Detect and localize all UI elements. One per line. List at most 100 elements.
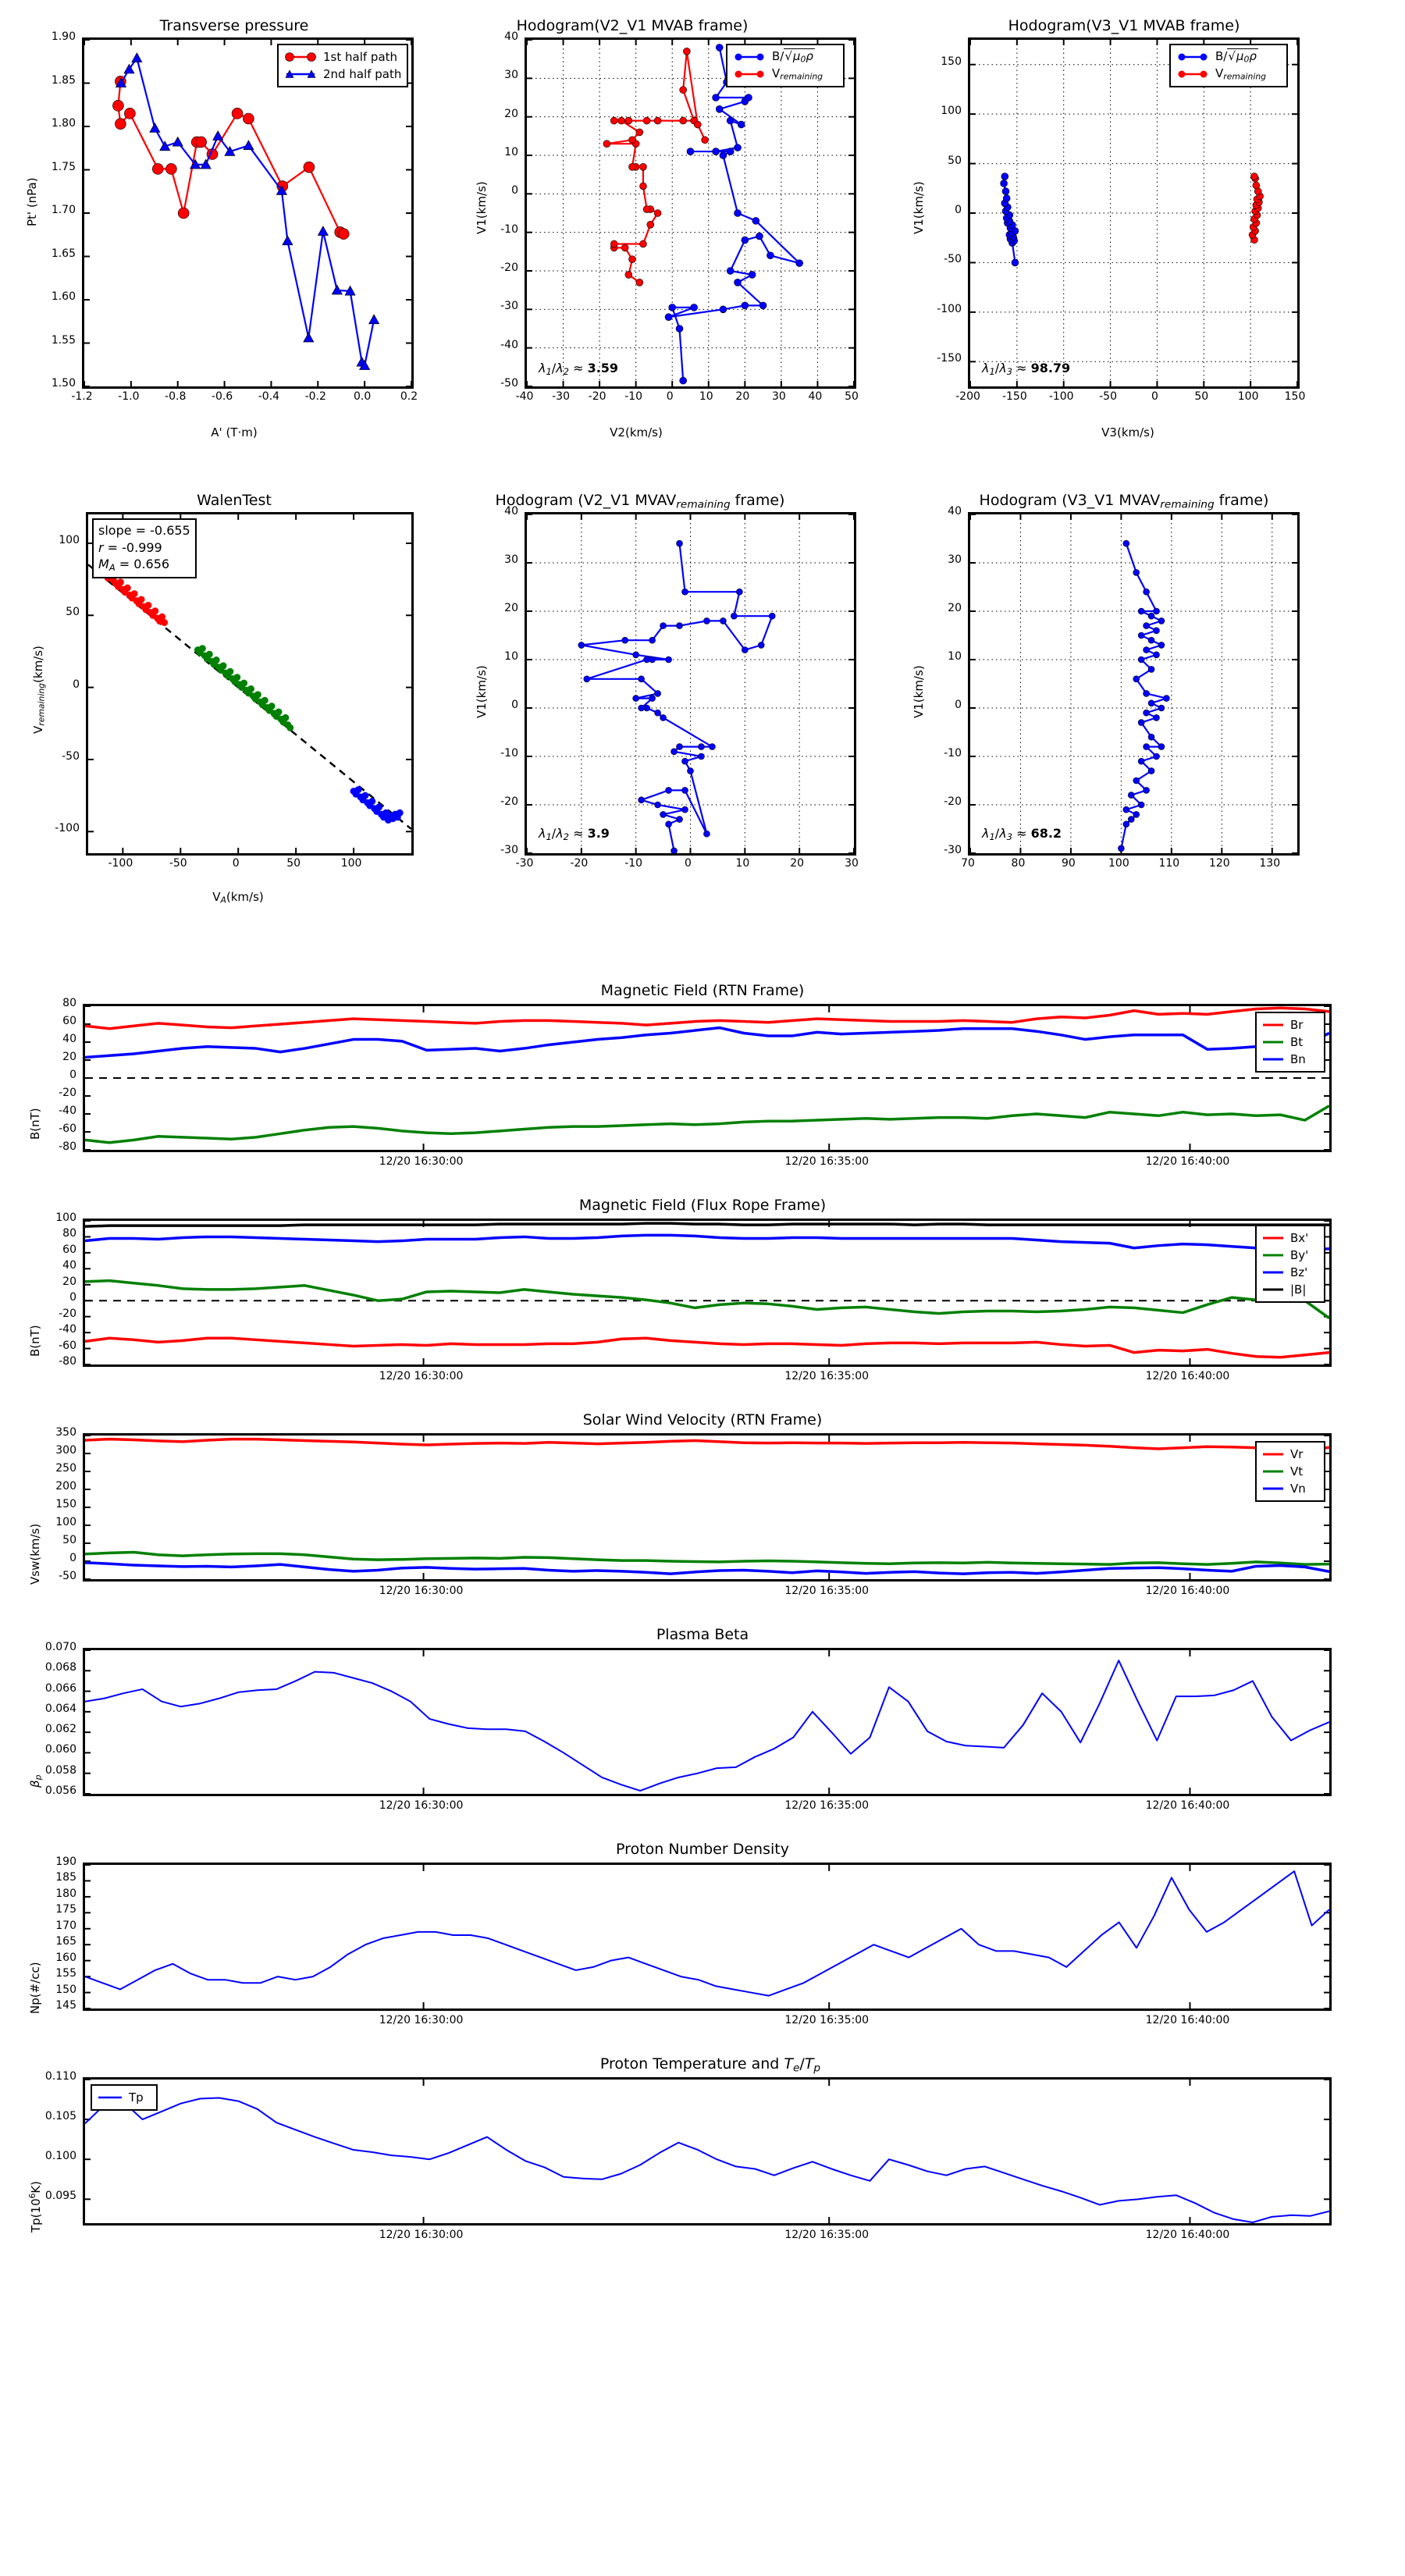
legend-label: Tp <box>129 2090 144 2105</box>
x-tick-label: 30 <box>845 857 859 870</box>
y-tick-label: -30 <box>944 844 962 856</box>
x-tick-label: 150 <box>1284 390 1306 403</box>
x-tick-label: -0.6 <box>211 390 233 403</box>
x-tick-label: -100 <box>1048 390 1074 403</box>
y-tick-label: 0.062 <box>44 1723 76 1736</box>
x-tick-label: 90 <box>1062 857 1076 870</box>
y-tick-label: 0 <box>73 678 80 691</box>
legend-label: Vt <box>1290 1464 1304 1478</box>
legend-swatch-by <box>1261 1250 1285 1261</box>
plot-area-magnetic-field-rtn <box>83 1004 1332 1152</box>
y-tick-label: 40 <box>62 1259 76 1272</box>
legend-row: Vremaining <box>1176 66 1282 83</box>
y-tick-label: 1.80 <box>51 117 76 130</box>
x-tick-label: 70 <box>961 857 975 870</box>
y-tick-label: 0 <box>511 184 518 197</box>
legend-swatch-bx <box>1261 1233 1285 1244</box>
eigenvalue-ratio-annotation: λ1/λ2 ≈ 3.9 <box>539 826 610 842</box>
legend-row: Bz' <box>1261 1264 1319 1281</box>
x-tick-label: 100 <box>340 857 362 870</box>
legend-label: Bz' <box>1290 1265 1308 1279</box>
y-tick-label: -50 <box>62 749 80 763</box>
legend-transverse-pressure: 1st half path 2nd half path <box>277 44 408 87</box>
panel-title: Hodogram (V3_V1 MVAVremaining frame) <box>979 492 1269 511</box>
plot-area-proton-number-density <box>83 1863 1332 2011</box>
legend-swatch-vr <box>1261 1449 1285 1460</box>
y-tick-label: 0.100 <box>44 2150 76 2163</box>
x-tick-label: 0 <box>666 390 674 403</box>
panel-title: Solar Wind Velocity (RTN Frame) <box>582 1411 823 1429</box>
y-tick-label: 1.65 <box>51 247 76 260</box>
x-tick-label: 10 <box>699 390 713 403</box>
x-tick-label: 50 <box>1194 390 1209 403</box>
y-tick-label: 0.056 <box>44 1784 76 1797</box>
y-tick-label: 1.50 <box>51 377 76 390</box>
y-tick-label: -20 <box>59 1307 76 1320</box>
x-tick-label: 12/20 16:35:00 <box>784 1585 870 1597</box>
plot-area-transverse-pressure <box>82 37 414 389</box>
y-tick-label: -80 <box>59 1355 76 1368</box>
x-tick-label: 100 <box>1237 390 1259 403</box>
x-tick-label: 12/20 16:35:00 <box>784 2229 870 2241</box>
walen-correlation: r = -0.999 <box>98 539 162 555</box>
legend-label-b-alfven: B/√μ0ρ <box>772 48 815 65</box>
y-tick-label: -20 <box>500 262 518 274</box>
y-tick-label: 30 <box>948 553 962 566</box>
legend-label: By' <box>1290 1248 1309 1262</box>
x-tick-label: 0 <box>685 857 692 870</box>
x-tick-label: 10 <box>735 857 750 870</box>
y-tick-label: 20 <box>62 1275 76 1288</box>
eigenvalue-ratio-annotation: λ1/λ3 ≈ 98.79 <box>982 361 1071 377</box>
eigenvalue-ratio-annotation: λ1/λ3 ≈ 68.2 <box>982 826 1062 842</box>
y-tick-label: 1.55 <box>51 333 76 347</box>
x-tick-label: 12/20 16:30:00 <box>379 1370 464 1382</box>
plot-area-hodogram-v2v1-mvab <box>525 37 856 389</box>
y-tick-label: 165 <box>55 1935 76 1948</box>
panel-title: WalenTest <box>197 492 272 509</box>
y-tick-label: -60 <box>59 1123 76 1135</box>
legend-swatch-circle <box>283 52 318 62</box>
legend-swatch-red <box>1176 69 1210 80</box>
y-tick-label: 185 <box>55 1871 76 1884</box>
y-tick-label: 1.60 <box>51 290 76 303</box>
y-tick-label: 170 <box>55 1919 76 1932</box>
walen-stats-box: slope = -0.655 r = -0.999 MA = 0.656 <box>92 518 197 578</box>
legend-magnetic-field-flux-rope: Bx' By' Bz' |B| <box>1255 1225 1325 1303</box>
legend-label-b-alfven: B/√μ0ρ <box>1215 48 1258 65</box>
x-tick-label: -10 <box>624 857 643 870</box>
x-tick-label: 40 <box>808 390 823 403</box>
legend-row: Vr <box>1261 1446 1319 1463</box>
y-tick-label: -50 <box>59 1570 76 1582</box>
y-tick-label: 20 <box>504 107 518 120</box>
x-tick-label: 30 <box>771 390 786 403</box>
y-tick-label: 30 <box>504 69 518 82</box>
y-tick-label: 50 <box>62 1534 76 1546</box>
legend-row: Vn <box>1261 1480 1319 1497</box>
panel-title: Proton Number Density <box>616 1841 789 1858</box>
y-tick-label: 30 <box>504 553 518 566</box>
legend-row: Bt <box>1261 1034 1319 1051</box>
y-tick-label: 150 <box>55 1983 76 1996</box>
y-tick-label: 40 <box>504 30 518 43</box>
y-tick-label: 0 <box>955 699 962 711</box>
plot-area-plasma-beta <box>83 1648 1332 1796</box>
legend-hodogram-mvab-2: B/√μ0ρ Vremaining <box>1169 44 1288 87</box>
x-tick-label: -0.8 <box>165 390 187 403</box>
legend-row: Br <box>1261 1016 1319 1034</box>
y-tick-label: -80 <box>59 1140 76 1153</box>
y-tick-label: -30 <box>500 844 518 856</box>
legend-label: Bn <box>1290 1052 1306 1066</box>
x-tick-label: 12/20 16:35:00 <box>784 1799 870 1812</box>
walen-slope: slope = -0.655 <box>98 523 190 538</box>
plot-area-hodogram-v3v1-mvab <box>968 37 1300 389</box>
legend-swatch-red <box>732 69 767 80</box>
y-tick-label: 0.070 <box>44 1641 76 1653</box>
y-tick-label: 180 <box>55 1887 76 1900</box>
y-tick-label: 250 <box>55 1462 76 1475</box>
y-tick-label: 100 <box>55 1212 76 1224</box>
legend-label-v-remaining: Vremaining <box>1215 66 1267 82</box>
x-axis-label: V3(km/s) <box>1101 425 1154 439</box>
legend-row: B/√μ0ρ <box>732 48 838 66</box>
x-axis-label: A' (T·m) <box>211 425 258 439</box>
x-tick-label: 12/20 16:30:00 <box>379 1585 464 1597</box>
